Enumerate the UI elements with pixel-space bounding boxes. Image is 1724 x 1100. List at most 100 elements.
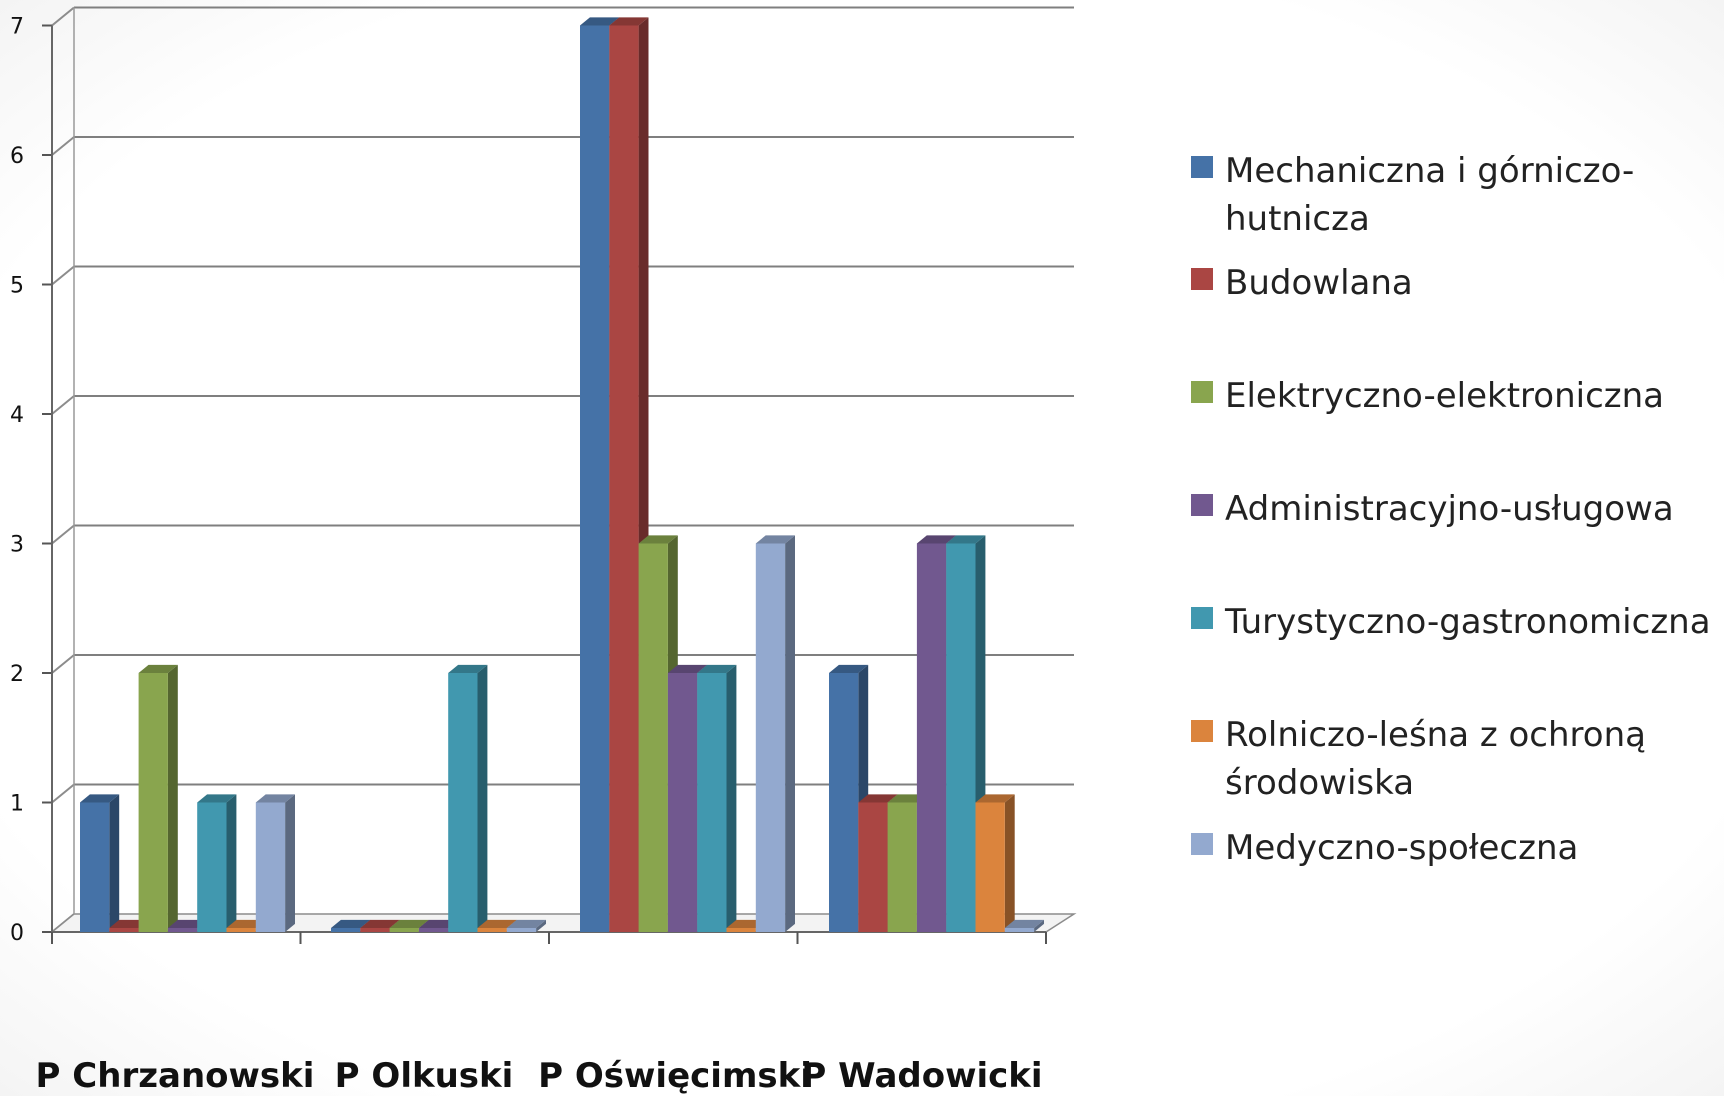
y-tick-label: 0: [10, 921, 24, 946]
bar-side: [167, 664, 178, 932]
gridlines: [49, 6, 1077, 933]
bar-front: [667, 673, 698, 932]
bar-front: [448, 673, 478, 932]
y-tick-label: 7: [10, 15, 24, 40]
bars: [80, 17, 1044, 932]
bar-top: [448, 664, 488, 673]
legend-item: Mechaniczna i górniczo-hutnicza: [1191, 151, 1634, 239]
legend-item: Elektryczno-elektroniczna: [1191, 376, 1664, 416]
y-tick-label: 2: [10, 662, 24, 687]
bar-front: [975, 802, 1005, 932]
legend-swatch: [1191, 381, 1213, 403]
bar-front: [331, 928, 361, 932]
bar-top: [580, 17, 620, 26]
gridline-depth: [51, 136, 75, 156]
bar: [255, 794, 295, 932]
gridline-depth: [51, 265, 75, 286]
y-tick-label: 5: [10, 274, 24, 299]
legend-swatch: [1191, 494, 1213, 516]
legend-label: Turystyczno-gastronomiczna: [1224, 602, 1711, 642]
bar-top: [975, 794, 1015, 803]
bar-front: [887, 802, 917, 932]
legend-label: Medyczno-społeczna: [1225, 828, 1578, 868]
bar-front: [946, 543, 976, 932]
gridline-depth: [51, 395, 75, 415]
axis-labels: 0 1 2 3 4 5 6 7 P Chrzanowski P Olkuski P Oświęcim…: [10, 15, 1043, 1097]
bar-front: [167, 928, 198, 932]
bar-top: [946, 535, 986, 544]
legend-swatch: [1191, 156, 1213, 178]
y-tick-label: 6: [10, 144, 24, 169]
bar: [975, 794, 1015, 932]
bar-top: [916, 535, 957, 544]
legend-item: Rolniczo-leśna z ochroną środowiska: [1191, 715, 1646, 803]
bar-side: [285, 794, 295, 932]
bar-side: [477, 664, 488, 932]
bar-front: [255, 802, 286, 932]
bar-front: [226, 928, 256, 932]
legend-label: środowiska: [1225, 763, 1414, 803]
legend-label: Administracyjno-usługowa: [1225, 489, 1674, 529]
bar-side: [1004, 794, 1015, 932]
y-tick-label: 4: [10, 403, 24, 428]
bar-top: [197, 794, 237, 803]
bar-side: [1034, 919, 1044, 932]
bar-front: [80, 802, 110, 932]
bar-top: [667, 664, 708, 673]
bar-front: [580, 25, 610, 932]
bar-front: [726, 928, 756, 932]
bar-front: [389, 928, 419, 932]
legend-item: Budowlana: [1191, 263, 1413, 303]
x-category-label: P Wadowicki: [801, 1056, 1042, 1096]
bar-top: [360, 919, 400, 928]
bar-front: [138, 673, 168, 932]
bar-top: [829, 664, 869, 673]
bar-top: [638, 535, 678, 544]
bar-side: [785, 535, 795, 932]
bar-top: [138, 664, 178, 673]
bar-front: [109, 928, 139, 932]
bar: [755, 535, 795, 932]
bar-side: [109, 794, 120, 932]
bar-front: [609, 25, 639, 932]
legend-label: Budowlana: [1225, 263, 1413, 303]
bar: [138, 664, 178, 932]
bar-front: [638, 543, 668, 932]
bar-front: [506, 928, 537, 932]
y-tick-label: 3: [10, 533, 24, 558]
legend: Mechaniczna i górniczo-hutnicza Budowlana…: [1191, 151, 1711, 868]
x-category-label: P Oświęcimski: [538, 1056, 812, 1096]
bar-top: [697, 664, 737, 673]
legend-label: Rolniczo-leśna z ochroną: [1225, 715, 1646, 755]
bar-front: [360, 928, 390, 932]
bar: [697, 664, 737, 932]
bar-front: [755, 543, 786, 932]
x-category-label: P Olkuski: [335, 1056, 514, 1096]
legend-swatch: [1191, 720, 1213, 742]
bar-front: [858, 802, 888, 932]
bar-front: [829, 673, 859, 932]
bar-top: [609, 17, 649, 26]
bar: [506, 919, 546, 932]
legend-swatch: [1191, 268, 1213, 290]
bar-top: [506, 919, 546, 928]
gridline-depth: [51, 6, 75, 27]
bar-top: [858, 794, 898, 803]
bar-front: [1004, 928, 1035, 932]
bar-top: [255, 794, 295, 803]
gridline-depth: [51, 783, 75, 804]
bar-front: [697, 673, 727, 932]
legend-label: Mechaniczna i górniczo-: [1225, 151, 1634, 191]
bar-top: [389, 919, 429, 928]
bar-front: [197, 802, 227, 932]
bar-front: [916, 543, 947, 932]
bar: [448, 664, 488, 932]
legend-item: Turystyczno-gastronomiczna: [1191, 602, 1711, 642]
bar-top: [755, 535, 795, 544]
bar-front: [418, 928, 449, 932]
bar-side: [226, 794, 237, 932]
bar: [1004, 919, 1044, 932]
bar-top: [80, 794, 120, 803]
